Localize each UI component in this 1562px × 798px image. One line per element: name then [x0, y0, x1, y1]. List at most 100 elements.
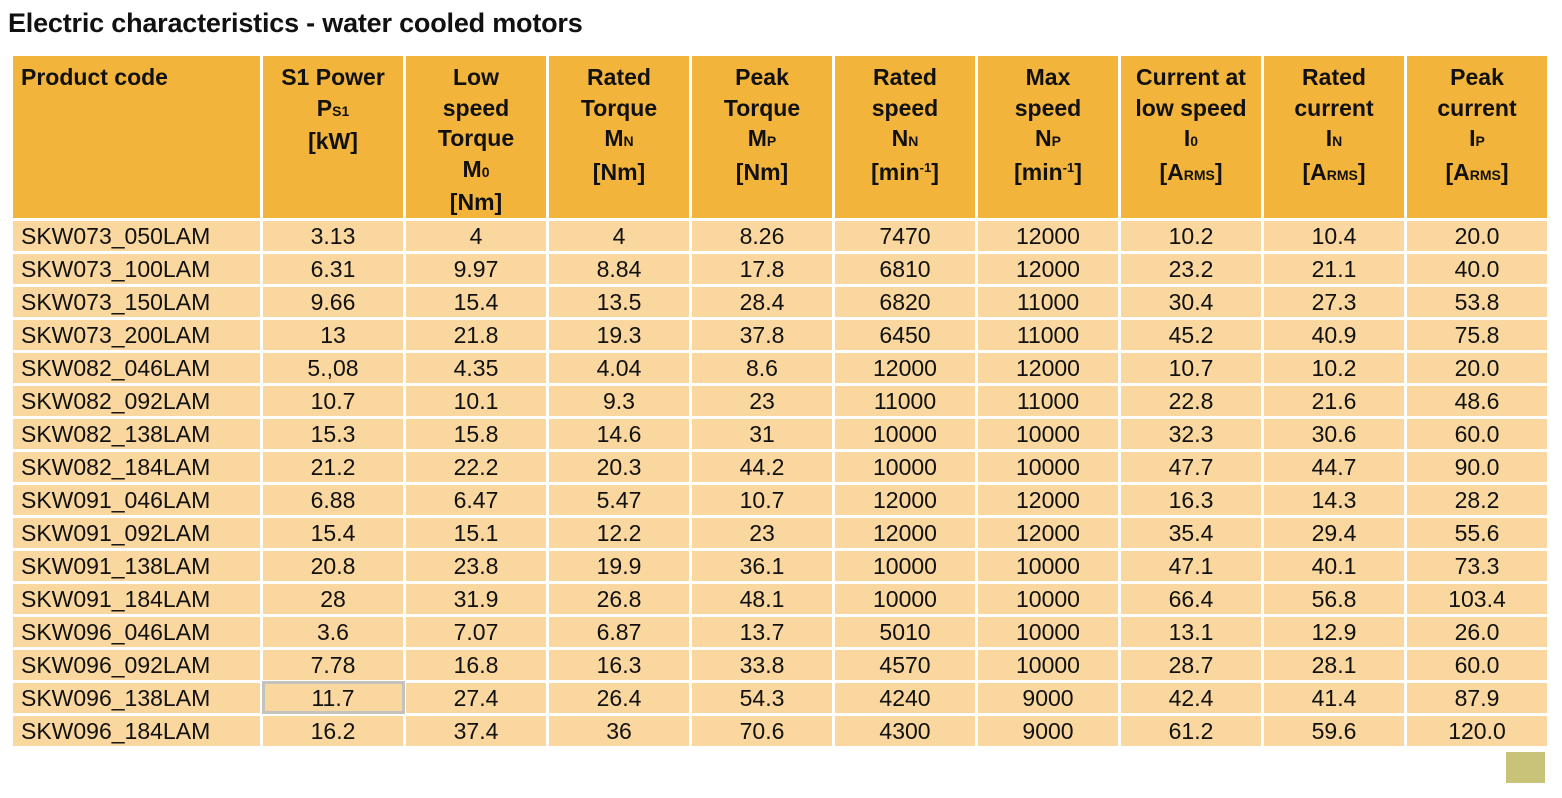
value-cell[interactable]: 41.4: [1261, 679, 1407, 716]
value-cell[interactable]: 30.6: [1261, 415, 1407, 452]
product-code-cell[interactable]: SKW073_200LAM: [10, 316, 263, 353]
value-cell[interactable]: 13.7: [689, 613, 835, 650]
value-cell[interactable]: 48.1: [689, 580, 835, 617]
value-cell[interactable]: 9.66: [260, 283, 406, 320]
value-cell[interactable]: 12.2: [546, 514, 692, 551]
value-cell[interactable]: 47.7: [1118, 448, 1264, 485]
value-cell[interactable]: 9000: [975, 679, 1121, 716]
value-cell[interactable]: 6.47: [403, 481, 549, 518]
value-cell[interactable]: 4300: [832, 712, 978, 749]
value-cell[interactable]: 8.26: [689, 217, 835, 254]
value-cell[interactable]: 28: [260, 580, 406, 617]
value-cell[interactable]: 12000: [975, 481, 1121, 518]
value-cell[interactable]: 32.3: [1118, 415, 1264, 452]
product-code-cell[interactable]: SKW082_046LAM: [10, 349, 263, 386]
product-code-cell[interactable]: SKW096_138LAM: [10, 679, 263, 716]
value-cell[interactable]: 4240: [832, 679, 978, 716]
value-cell[interactable]: 40.9: [1261, 316, 1407, 353]
value-cell[interactable]: 6820: [832, 283, 978, 320]
product-code-cell[interactable]: SKW091_138LAM: [10, 547, 263, 584]
value-cell[interactable]: 6.88: [260, 481, 406, 518]
value-cell[interactable]: 35.4: [1118, 514, 1264, 551]
value-cell[interactable]: 90.0: [1404, 448, 1550, 485]
value-cell[interactable]: 22.8: [1118, 382, 1264, 419]
column-header[interactable]: Rated speed NN [min-1]: [832, 53, 978, 221]
value-cell[interactable]: 59.6: [1261, 712, 1407, 749]
value-cell[interactable]: 3.6: [260, 613, 406, 650]
value-cell[interactable]: 15.3: [260, 415, 406, 452]
value-cell[interactable]: 4570: [832, 646, 978, 683]
value-cell[interactable]: 3.13: [260, 217, 406, 254]
value-cell[interactable]: 40.0: [1404, 250, 1550, 287]
product-code-cell[interactable]: SKW073_050LAM: [10, 217, 263, 254]
product-code-cell[interactable]: SKW091_046LAM: [10, 481, 263, 518]
value-cell[interactable]: 37.8: [689, 316, 835, 353]
product-code-cell[interactable]: SKW082_184LAM: [10, 448, 263, 485]
product-code-cell[interactable]: SKW082_092LAM: [10, 382, 263, 419]
value-cell[interactable]: 47.1: [1118, 547, 1264, 584]
product-code-cell[interactable]: SKW091_184LAM: [10, 580, 263, 617]
value-cell[interactable]: 10000: [975, 448, 1121, 485]
value-cell[interactable]: 16.2: [260, 712, 406, 749]
value-cell[interactable]: 15.4: [403, 283, 549, 320]
value-cell[interactable]: 28.7: [1118, 646, 1264, 683]
value-cell[interactable]: 16.3: [546, 646, 692, 683]
value-cell[interactable]: 44.2: [689, 448, 835, 485]
column-header[interactable]: Rated Torque MN [Nm]: [546, 53, 692, 221]
value-cell[interactable]: 48.6: [1404, 382, 1550, 419]
value-cell[interactable]: 40.1: [1261, 547, 1407, 584]
column-header[interactable]: Peak Torque MP [Nm]: [689, 53, 835, 221]
value-cell[interactable]: 10.1: [403, 382, 549, 419]
value-cell[interactable]: 11000: [975, 382, 1121, 419]
value-cell[interactable]: 29.4: [1261, 514, 1407, 551]
value-cell[interactable]: 15.4: [260, 514, 406, 551]
column-header[interactable]: S1 Power PS1 [kW]: [260, 53, 406, 221]
value-cell[interactable]: 12000: [975, 250, 1121, 287]
value-cell[interactable]: 20.8: [260, 547, 406, 584]
value-cell[interactable]: 6810: [832, 250, 978, 287]
value-cell[interactable]: 10000: [832, 448, 978, 485]
value-cell[interactable]: 27.4: [403, 679, 549, 716]
value-cell[interactable]: 12000: [975, 217, 1121, 254]
value-cell[interactable]: 17.8: [689, 250, 835, 287]
value-cell[interactable]: 120.0: [1404, 712, 1550, 749]
value-cell[interactable]: 42.4: [1118, 679, 1264, 716]
value-cell[interactable]: 12000: [832, 349, 978, 386]
value-cell[interactable]: 10000: [832, 415, 978, 452]
value-cell[interactable]: 37.4: [403, 712, 549, 749]
value-cell[interactable]: 10000: [832, 547, 978, 584]
value-cell[interactable]: 31: [689, 415, 835, 452]
value-cell[interactable]: 13: [260, 316, 406, 353]
value-cell[interactable]: 10.2: [1261, 349, 1407, 386]
value-cell[interactable]: 10000: [975, 613, 1121, 650]
value-cell[interactable]: 54.3: [689, 679, 835, 716]
value-cell[interactable]: 21.1: [1261, 250, 1407, 287]
product-code-cell[interactable]: SKW082_138LAM: [10, 415, 263, 452]
value-cell[interactable]: 22.2: [403, 448, 549, 485]
column-header[interactable]: Product code: [10, 53, 263, 221]
product-code-cell[interactable]: SKW091_092LAM: [10, 514, 263, 551]
value-cell[interactable]: 12000: [832, 481, 978, 518]
value-cell[interactable]: 26.4: [546, 679, 692, 716]
value-cell[interactable]: 4: [403, 217, 549, 254]
value-cell[interactable]: 33.8: [689, 646, 835, 683]
value-cell[interactable]: 27.3: [1261, 283, 1407, 320]
value-cell[interactable]: 12000: [975, 514, 1121, 551]
value-cell[interactable]: 16.3: [1118, 481, 1264, 518]
value-cell[interactable]: 61.2: [1118, 712, 1264, 749]
value-cell[interactable]: 13.1: [1118, 613, 1264, 650]
value-cell[interactable]: 7.07: [403, 613, 549, 650]
value-cell[interactable]: 16.8: [403, 646, 549, 683]
value-cell[interactable]: 73.3: [1404, 547, 1550, 584]
value-cell[interactable]: 9.3: [546, 382, 692, 419]
value-cell[interactable]: 4.35: [403, 349, 549, 386]
column-header[interactable]: Low speed Torque M0 [Nm]: [403, 53, 549, 221]
value-cell[interactable]: 14.3: [1261, 481, 1407, 518]
value-cell[interactable]: 20.3: [546, 448, 692, 485]
value-cell[interactable]: 66.4: [1118, 580, 1264, 617]
value-cell[interactable]: 11000: [975, 283, 1121, 320]
value-cell[interactable]: 8.84: [546, 250, 692, 287]
value-cell[interactable]: 7470: [832, 217, 978, 254]
value-cell[interactable]: 10000: [832, 580, 978, 617]
product-code-cell[interactable]: SKW096_046LAM: [10, 613, 263, 650]
